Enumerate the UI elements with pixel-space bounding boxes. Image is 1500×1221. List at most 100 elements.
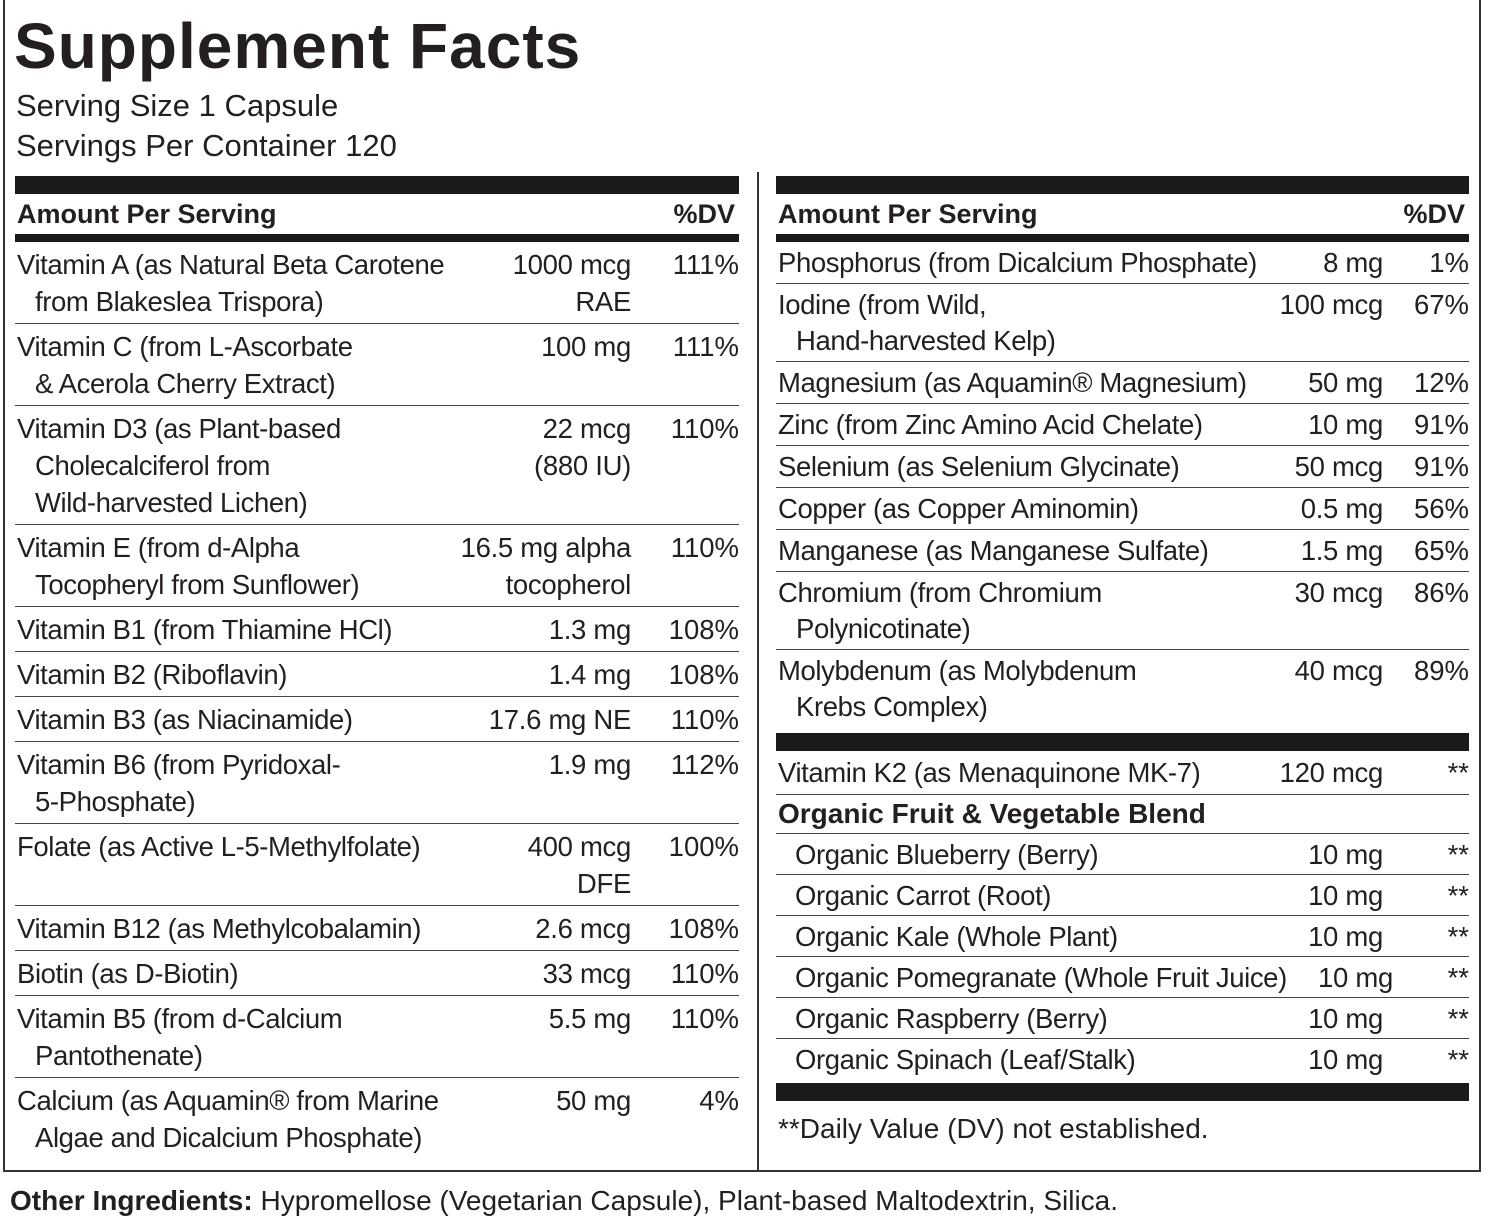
nutrient-row: Iodine (from Wild, Hand-harvested Kelp) 10… — [776, 284, 1469, 362]
amount: 1.9 mg — [451, 746, 632, 820]
name-line: Selenium (as Selenium Glycinate) — [778, 451, 1180, 482]
amount-line: (880 IU) — [534, 450, 631, 481]
nutrient-name: Vitamin B12 (as Methylcobalamin) — [15, 910, 451, 947]
amount-line: 1.5 mg — [1300, 535, 1384, 566]
nutrient-name: Calcium (as Aquamin® from Marine Algae an… — [15, 1082, 451, 1156]
serving-info: Serving Size 1 Capsule Servings Per Cont… — [16, 86, 397, 166]
name-line: Organic Kale (Whole Plant) — [795, 921, 1118, 952]
serving-size: Serving Size 1 Capsule — [16, 88, 339, 123]
nutrient-row: Zinc (from Zinc Amino Acid Chelate) 10 mg… — [776, 404, 1469, 446]
nutrient-row: Vitamin D3 (as Plant-based Cholecalcifero… — [15, 406, 739, 525]
blend-title: Organic Fruit & Vegetable Blend — [776, 795, 1469, 834]
name-line: 5-Phosphate) — [35, 786, 196, 817]
amount: 10 mg — [1287, 960, 1393, 995]
name-line: Vitamin B6 (from Pyridoxal- — [17, 749, 341, 780]
nutrient-name: Organic Blueberry (Berry) — [776, 837, 1263, 872]
name-line: Organic Pomegranate (Whole Fruit Juice) — [795, 962, 1287, 993]
nutrient-row: Organic Pomegranate (Whole Fruit Juice) 1… — [776, 957, 1469, 998]
amount-line: 5.5 mg — [548, 1003, 632, 1034]
nutrient-name: Vitamin B3 (as Niacinamide) — [15, 701, 451, 738]
amount-line: 10 mg — [1308, 1003, 1383, 1034]
amount: 100 mcg — [1263, 287, 1384, 359]
nutrient-row: Copper (as Copper Aminomin) 0.5 mg 56% — [776, 488, 1469, 530]
daily-value: ** — [1447, 1044, 1469, 1075]
header: Amount Per Serving %DV — [15, 194, 739, 234]
amount-line: 100 mg — [541, 331, 631, 362]
servings-per-container: Servings Per Container 120 — [16, 128, 397, 163]
name-line: Vitamin K2 (as Menaquinone MK-7) — [778, 757, 1201, 788]
name-line: Organic Raspberry (Berry) — [795, 1003, 1108, 1034]
name-line: Zinc (from Zinc Amino Acid Chelate) — [778, 409, 1203, 440]
amount-line: 1.3 mg — [548, 614, 632, 645]
amount-line: 10 mg — [1308, 409, 1383, 440]
daily-value: ** — [1447, 921, 1469, 952]
thick-bar — [15, 176, 739, 194]
nutrient-row: Biotin (as D-Biotin) 33 mcg 110% — [15, 951, 739, 996]
nutrient-name: Vitamin B6 (from Pyridoxal- 5-Phosphate) — [15, 746, 451, 820]
nutrient-row: Vitamin B5 (from d-Calcium Pantothenate) 5… — [15, 996, 739, 1078]
nutrient-row: Calcium (as Aquamin® from Marine Algae an… — [15, 1078, 739, 1159]
name-line: from Blakeslea Trispora) — [35, 286, 324, 317]
name-line: Chromium (from Chromium — [778, 577, 1102, 608]
daily-value: 110% — [670, 1003, 739, 1034]
amount: 10 mg — [1263, 1001, 1383, 1036]
nutrient-name: Organic Spinach (Leaf/Stalk) — [776, 1042, 1263, 1077]
daily-value: 108% — [668, 659, 739, 690]
thick-bar — [776, 1083, 1469, 1101]
daily-value: ** — [1447, 757, 1469, 788]
amount-line: 8 mg — [1323, 247, 1383, 278]
amount: 0.5 mg — [1263, 491, 1384, 527]
name-line: Organic Carrot (Root) — [795, 880, 1051, 911]
daily-value: 110% — [670, 704, 739, 735]
nutrient-name: Chromium (from Chromium Polynicotinate) — [776, 575, 1263, 647]
daily-value: ** — [1447, 1003, 1469, 1034]
daily-value: 89% — [1413, 655, 1469, 686]
name-line: Vitamin B12 (as Methylcobalamin) — [17, 913, 421, 944]
amount: 10 mg — [1263, 407, 1383, 443]
nutrient-name: Folate (as Active L-5-Methylfolate) — [15, 828, 451, 902]
daily-value: 108% — [668, 614, 739, 645]
bar — [776, 234, 1469, 242]
amount-line: 0.5 mg — [1300, 493, 1384, 524]
nutrient-name: Zinc (from Zinc Amino Acid Chelate) — [776, 407, 1263, 443]
header-amount: Amount Per Serving — [17, 199, 277, 229]
nutrient-row: Vitamin K2 (as Menaquinone MK-7) 120 mcg *… — [776, 751, 1469, 795]
daily-value: 110% — [670, 532, 739, 563]
nutrient-row: Manganese (as Manganese Sulfate) 1.5 mg 65… — [776, 530, 1469, 572]
thick-bar — [776, 176, 1469, 194]
amount: 1000 mcg RAE — [451, 246, 632, 320]
other-ingredients: Other Ingredients: Hypromellose (Vegetar… — [10, 1182, 1118, 1220]
amount-line: 50 mg — [556, 1085, 631, 1116]
amount-line: 50 mcg — [1294, 451, 1384, 482]
name-line: Hand-harvested Kelp) — [796, 325, 1056, 356]
amount-line: 40 mcg — [1294, 655, 1384, 686]
amount-line: tocopherol — [505, 569, 632, 600]
nutrient-name: Vitamin K2 (as Menaquinone MK-7) — [776, 754, 1263, 792]
amount: 50 mg — [1263, 365, 1383, 401]
title: Supplement Facts — [14, 10, 582, 82]
amount: 100 mg — [451, 328, 631, 402]
daily-value: 86% — [1413, 577, 1469, 608]
daily-value: 100% — [668, 831, 739, 862]
nutrient-name: Organic Raspberry (Berry) — [776, 1001, 1263, 1036]
amount: 8 mg — [1263, 245, 1383, 281]
bar — [15, 234, 739, 242]
nutrient-row: Organic Raspberry (Berry) 10 mg ** — [776, 998, 1469, 1039]
nutrient-name: Vitamin B1 (from Thiamine HCl) — [15, 611, 451, 648]
amount: 10 mg — [1263, 837, 1383, 872]
name-line: Vitamin A (as Natural Beta Carotene — [17, 249, 445, 280]
name-line: Manganese (as Manganese Sulfate) — [778, 535, 1209, 566]
nutrient-row: Organic Carrot (Root) 10 mg ** — [776, 875, 1469, 916]
amount: 1.4 mg — [451, 656, 632, 693]
name-line: Pantothenate) — [35, 1040, 203, 1071]
daily-value: 110% — [670, 413, 739, 444]
daily-value: 91% — [1413, 451, 1469, 482]
name-line: Vitamin C (from L-Ascorbate — [17, 331, 353, 362]
amount: 17.6 mg NE — [451, 701, 632, 738]
amount-line: 2.6 mcg — [535, 913, 631, 944]
right-column: Amount Per Serving %DV Phosphorus (from … — [776, 176, 1469, 1149]
amount-line: 120 mcg — [1279, 757, 1384, 788]
daily-value: 12% — [1413, 367, 1469, 398]
name-line: Magnesium (as Aquamin® Magnesium) — [778, 367, 1247, 398]
nutrient-row: Vitamin E (from d-Alpha Tocopheryl from S… — [15, 525, 739, 607]
